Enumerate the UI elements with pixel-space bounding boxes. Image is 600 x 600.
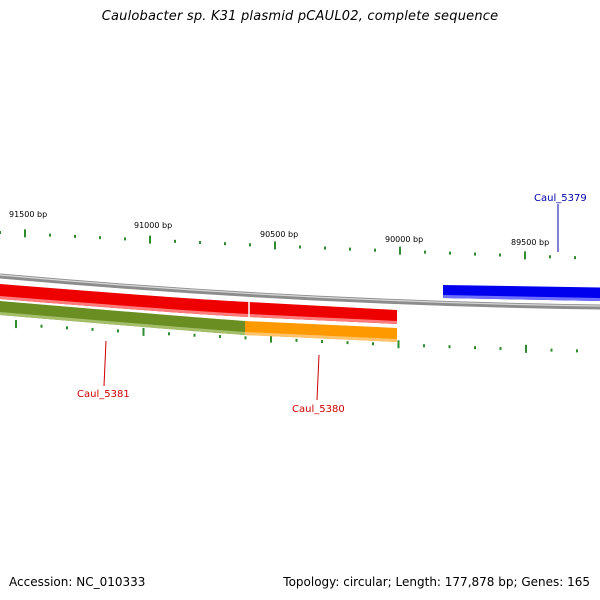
- gene-label-caul-5381[interactable]: Caul_5381: [77, 389, 130, 400]
- scale-label-91000: 91000 bp: [134, 221, 172, 230]
- scale-label-90000: 90000 bp: [385, 235, 423, 244]
- minor-tick: [474, 346, 476, 350]
- minor-tick: [295, 338, 298, 342]
- scale-label-89500: 89500 bp: [511, 238, 549, 247]
- gene-label-caul-5380[interactable]: Caul_5380: [292, 404, 345, 415]
- minor-tick: [117, 329, 119, 333]
- minor-tick: [124, 237, 126, 241]
- minor-tick: [321, 340, 323, 344]
- minor-tick: [174, 239, 176, 243]
- minor-tick: [193, 333, 196, 337]
- minor-tick: [299, 245, 301, 249]
- minor-tick: [576, 349, 578, 353]
- minor-tick: [499, 253, 501, 257]
- minor-tick: [199, 241, 201, 244]
- major-tick: [24, 229, 26, 238]
- plasmid-backbone: [0, 273, 600, 310]
- scale-ticks: [0, 229, 578, 353]
- minor-tick: [66, 326, 68, 330]
- minor-tick: [549, 255, 551, 259]
- minor-tick: [346, 341, 349, 345]
- minor-tick: [574, 256, 576, 260]
- major-tick: [524, 251, 526, 260]
- accession-text: Accession: NC_010333: [9, 575, 146, 589]
- major-tick: [274, 241, 276, 250]
- minor-tick: [74, 234, 76, 238]
- minor-tick: [423, 344, 425, 348]
- minor-tick: [499, 347, 502, 351]
- minor-tick: [372, 342, 374, 346]
- minor-tick: [324, 246, 326, 250]
- leader-caul-5381: [103, 340, 107, 387]
- map-title: Caulobacter sp. K31 plasmid pCAUL02, com…: [101, 9, 499, 24]
- minor-tick: [244, 336, 247, 340]
- gene-caul-5381-forward[interactable]: [0, 284, 249, 317]
- gene-caul-5381-reverse-shade: [0, 312, 245, 335]
- minor-tick: [168, 332, 170, 336]
- major-tick: [399, 246, 401, 255]
- minor-tick: [49, 233, 51, 237]
- major-tick: [149, 235, 151, 244]
- major-tick: [397, 340, 400, 349]
- gene-caul-5380-forward-shade: [249, 314, 397, 324]
- minor-tick: [448, 345, 451, 349]
- gene-caul-5380-reverse-shade: [245, 332, 397, 342]
- minor-tick: [91, 327, 94, 331]
- minor-tick: [449, 251, 451, 255]
- minor-tick: [219, 335, 221, 339]
- gene-label-caul-5379[interactable]: Caul_5379: [534, 193, 587, 204]
- major-tick: [525, 344, 527, 353]
- plasmid-backbone-highlight: [0, 274, 600, 307]
- scale-label-90500: 90500 bp: [260, 230, 298, 239]
- minor-tick: [0, 231, 1, 234]
- gene-caul-5381-forward-shade: [0, 296, 249, 317]
- minor-tick: [40, 324, 43, 328]
- topology-summary: Topology: circular; Length: 177,878 bp; …: [283, 575, 590, 589]
- minor-tick: [224, 242, 226, 246]
- minor-tick: [249, 243, 251, 247]
- leader-caul-5380: [316, 354, 320, 401]
- minor-tick: [374, 248, 376, 252]
- minor-tick: [550, 348, 553, 352]
- scale-label-91500: 91500 bp: [9, 210, 47, 219]
- minor-tick: [349, 247, 351, 251]
- minor-tick: [424, 250, 426, 254]
- gene-caul-5379-shade: [443, 295, 600, 301]
- minor-tick: [474, 252, 476, 256]
- major-tick: [142, 327, 145, 336]
- minor-tick: [99, 236, 101, 240]
- major-tick: [270, 334, 272, 343]
- gene-caul-5381-reverse[interactable]: [0, 301, 245, 335]
- major-tick: [15, 320, 17, 329]
